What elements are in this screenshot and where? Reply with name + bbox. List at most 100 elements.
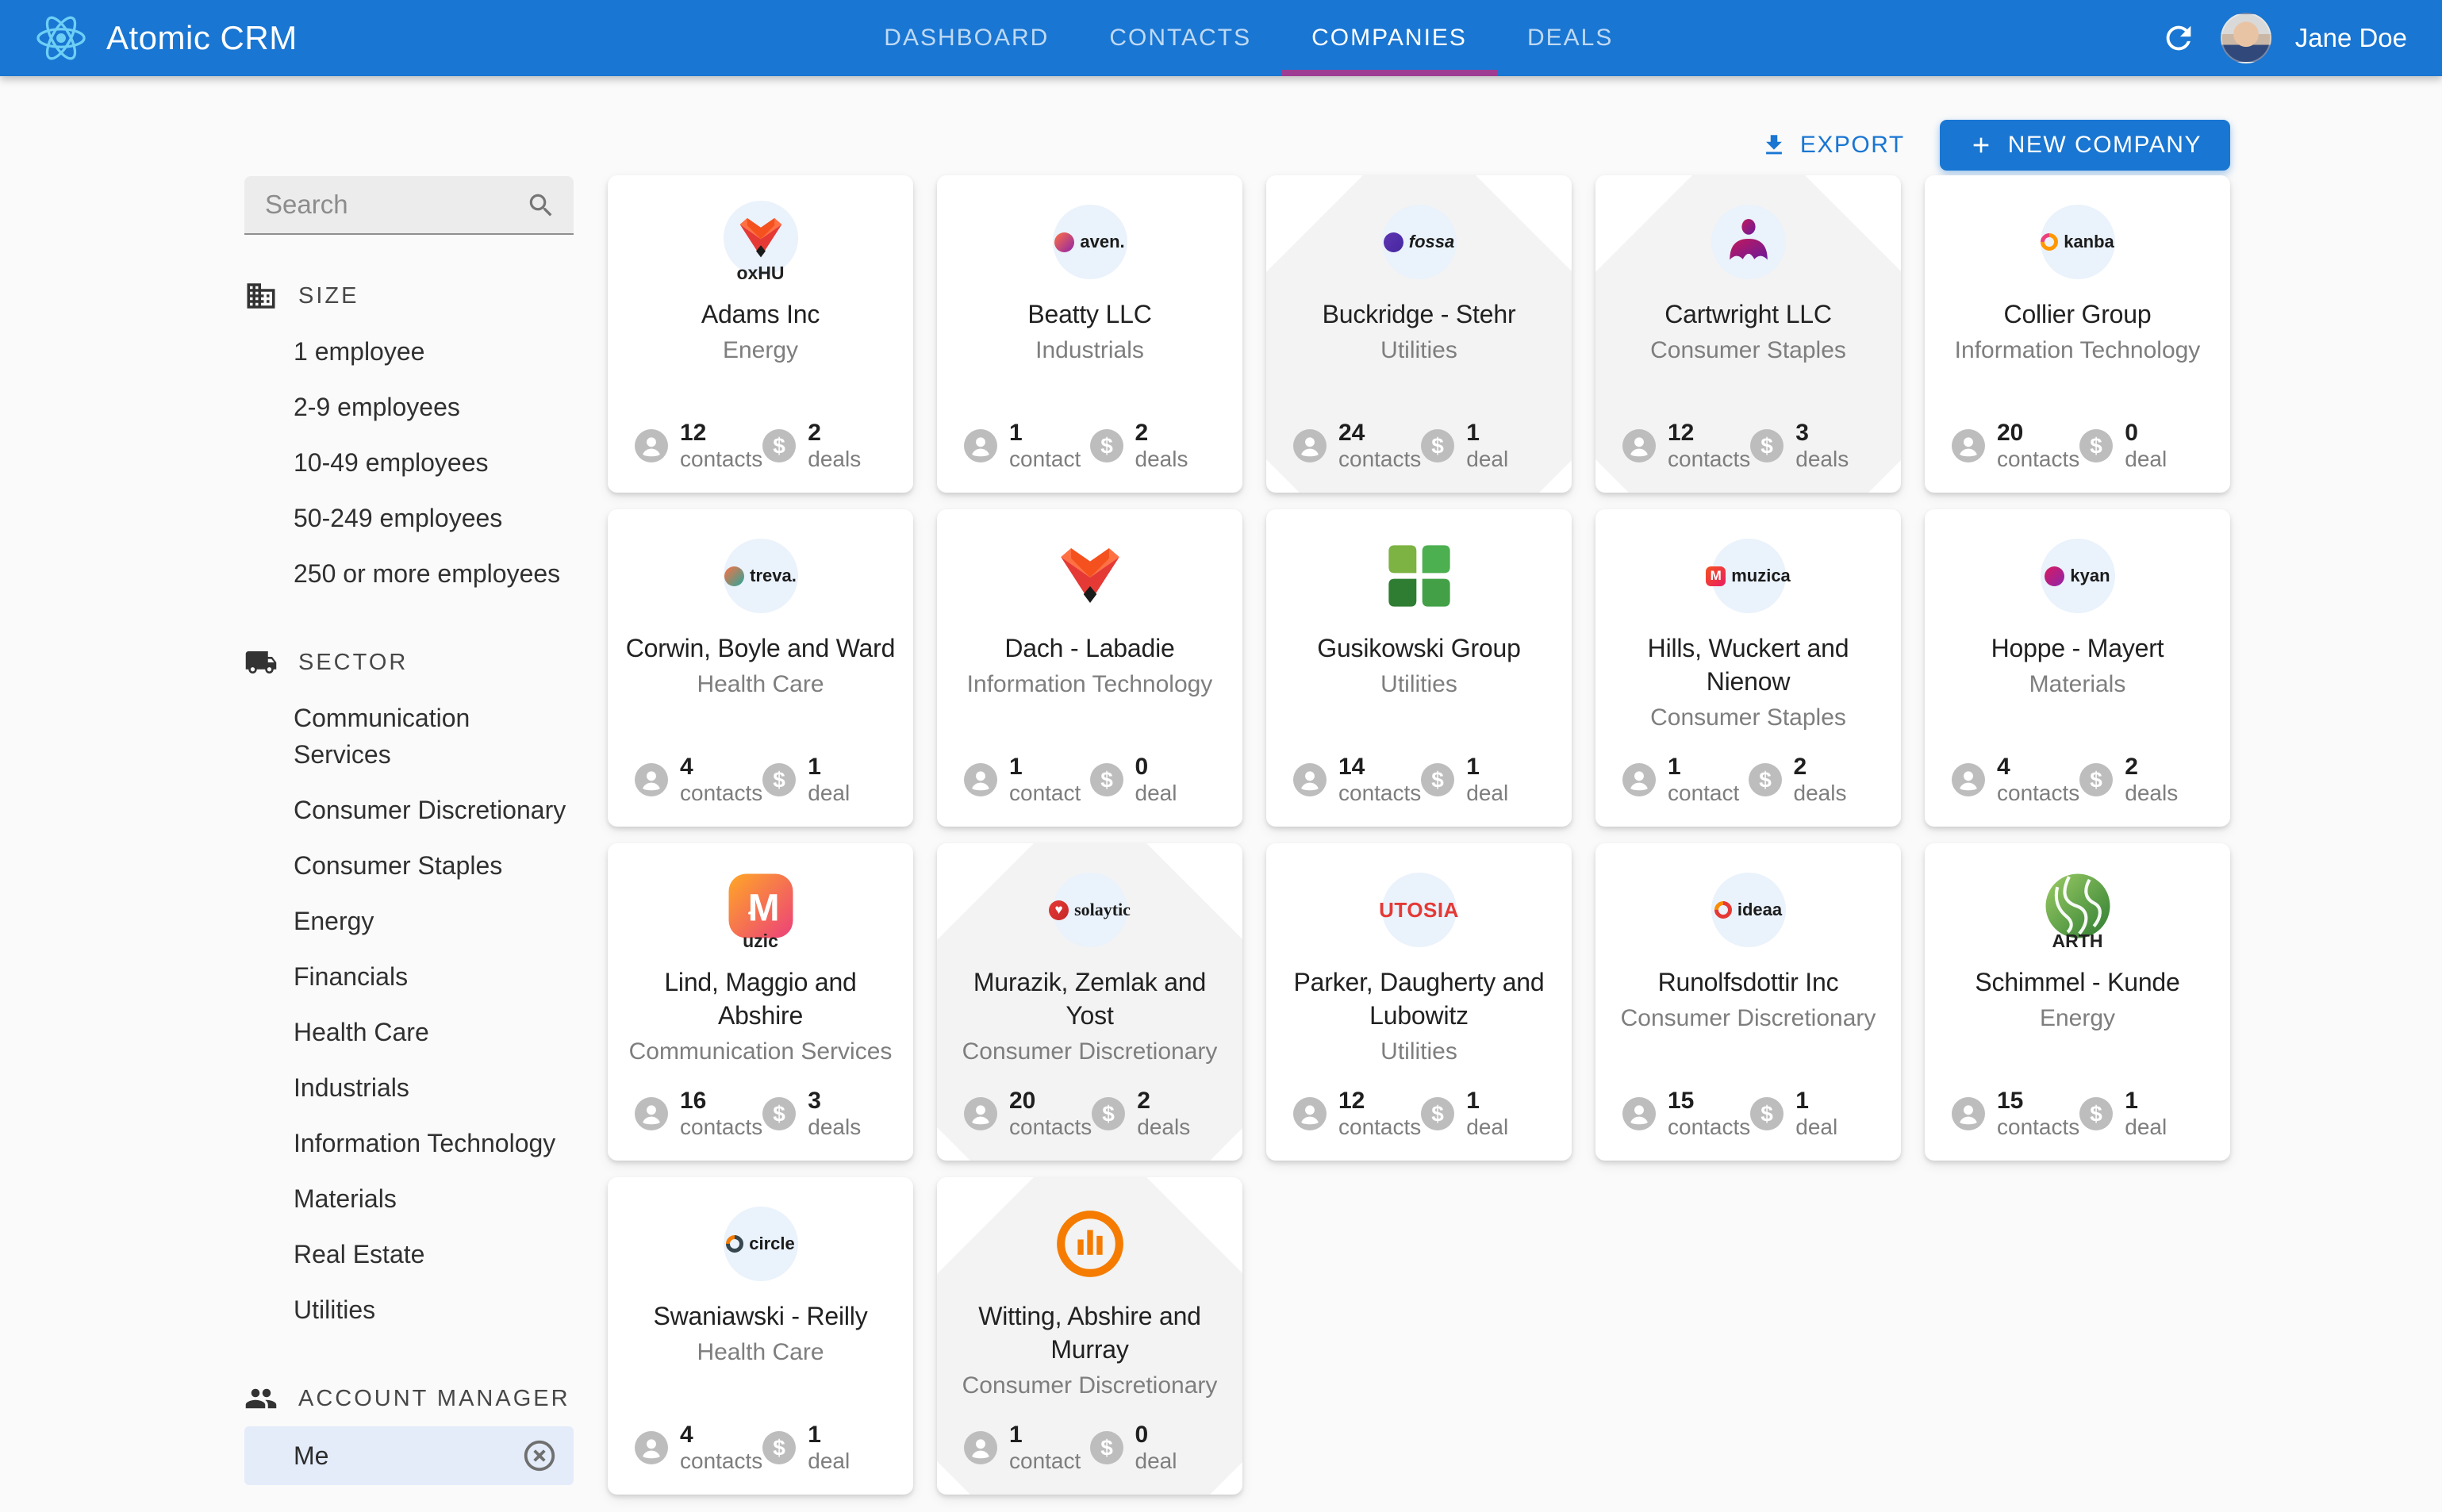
contacts-count: 12 <box>680 420 707 446</box>
contacts-label: contact <box>1009 1449 1081 1473</box>
filter-section-header: SECTOR <box>244 646 574 679</box>
svg-text:$: $ <box>1760 1102 1773 1126</box>
company-grid: oxHU Adams Inc Energy 12 contacts $ 2 de… <box>608 175 2230 1495</box>
contacts-count: 20 <box>1997 420 2024 446</box>
tab-companies[interactable]: COMPANIES <box>1281 0 1497 76</box>
company-card-murazik-zemlak-and-yost[interactable]: ♥ solaytic Murazik, Zemlak and Yost Consu… <box>937 843 1242 1161</box>
contacts-label: contact <box>1009 447 1081 471</box>
company-logo <box>1711 196 1786 288</box>
filter-item-utilities[interactable]: Utilities <box>294 1295 376 1324</box>
export-button[interactable]: EXPORT <box>1760 132 1905 159</box>
filter-item-50-249-employees[interactable]: 50-249 employees <box>294 504 503 532</box>
company-card-corwin-boyle-and-ward[interactable]: treva. Corwin, Boyle and Ward Health Car… <box>608 509 913 827</box>
filter-item-1-employee[interactable]: 1 employee <box>294 337 425 366</box>
filter-item-industrials[interactable]: Industrials <box>294 1073 409 1102</box>
deals-label: deal <box>1135 781 1177 805</box>
company-card-hoppe-mayert[interactable]: kyan Hoppe - Mayert Materials 4 contacts… <box>1925 509 2230 827</box>
contacts-stat: 4 contacts <box>1952 754 2079 806</box>
filter-item-energy[interactable]: Energy <box>294 907 374 935</box>
company-logo: aven. <box>1052 196 1127 288</box>
deals-label: deals <box>808 447 862 471</box>
deals-count: 0 <box>1135 754 1149 780</box>
logo-dot-icon <box>724 566 745 586</box>
filter-section-sector: SECTOR Communication Services Consumer Di… <box>244 646 574 1337</box>
contacts-label: contacts <box>680 781 763 805</box>
person-icon <box>1622 429 1656 462</box>
company-sector: Information Technology <box>966 671 1213 697</box>
company-name: Witting, Abshire and Murray <box>978 1302 1201 1364</box>
svg-text:$: $ <box>1759 768 1772 792</box>
company-stats: 1 contact $ 2 deals <box>1595 754 1901 806</box>
avatar[interactable] <box>2220 13 2271 63</box>
person-icon <box>964 1431 997 1464</box>
svg-text:M: M <box>747 887 779 929</box>
company-card-beatty-llc[interactable]: aven. Beatty LLC Industrials 1 contact $… <box>937 175 1242 493</box>
company-card-runolfsdottir-inc[interactable]: ideaa Runolfsdottir Inc Consumer Discret… <box>1595 843 1901 1161</box>
company-sector: Materials <box>2029 671 2126 697</box>
filter-item-materials[interactable]: Materials <box>294 1184 397 1213</box>
company-card-dach-labadie[interactable]: Dach - Labadie Information Technology 1 … <box>937 509 1242 827</box>
filter-item-2-9-employees[interactable]: 2-9 employees <box>294 393 460 421</box>
filter-section-header: ACCOUNT MANAGER <box>244 1382 574 1415</box>
company-logo-subtext: uzic <box>743 930 778 951</box>
company-card-collier-group[interactable]: kanba Collier Group Information Technolo… <box>1925 175 2230 493</box>
company-card-adams-inc[interactable]: oxHU Adams Inc Energy 12 contacts $ 2 de… <box>608 175 913 493</box>
deals-stat: $ 1 deal <box>1421 420 1545 472</box>
company-stats: 15 contacts $ 1 deal <box>1925 1088 2230 1140</box>
filter-sidebar: SIZE 1 employee 2-9 employees 10-49 employ… <box>244 176 574 1495</box>
dollar-icon: $ <box>1089 763 1123 796</box>
dollar-icon: $ <box>762 1097 797 1130</box>
company-card-gusikowski-group[interactable]: Gusikowski Group Utilities 14 contacts $… <box>1266 509 1572 827</box>
filter-item-information-technology[interactable]: Information Technology <box>294 1129 556 1157</box>
person-logo-icon <box>1722 216 1775 268</box>
filter-item-10-49-employees[interactable]: 10-49 employees <box>294 448 489 477</box>
company-name: Buckridge - Stehr <box>1322 300 1516 328</box>
company-card-schimmel-kunde[interactable]: ARTH Schimmel - Kunde Energy 15 contacts… <box>1925 843 2230 1161</box>
logo-wordmark: muzica <box>1731 566 1791 585</box>
refresh-icon[interactable] <box>2160 20 2197 56</box>
selected-filter-me[interactable]: Me <box>244 1426 574 1485</box>
company-card-parker-daugherty-and-lubowitz[interactable]: UTOSIA Parker, Daugherty and Lubowitz Ut… <box>1266 843 1572 1161</box>
contacts-label: contacts <box>1009 1115 1092 1139</box>
dollar-icon: $ <box>1089 429 1123 462</box>
fox-logo-icon <box>735 212 787 264</box>
filter-item-financials[interactable]: Financials <box>294 962 409 991</box>
company-card-swaniawski-reilly[interactable]: circle Swaniawski - Reilly Health Care 4… <box>608 1177 913 1495</box>
contacts-label: contacts <box>680 447 763 471</box>
company-logo: ♥ solaytic <box>1049 864 1131 956</box>
contacts-label: contact <box>1668 781 1740 805</box>
search-icon <box>526 190 556 221</box>
brand: Atomic CRM <box>35 14 298 62</box>
filter-item-health-care[interactable]: Health Care <box>294 1018 429 1046</box>
filter-section-title: SIZE <box>298 282 359 309</box>
fox-logo-icon <box>1054 539 1127 612</box>
tab-deals[interactable]: DEALS <box>1526 25 1614 51</box>
company-card-cartwright-llc[interactable]: Cartwright LLC Consumer Staples 12 conta… <box>1595 175 1901 493</box>
new-company-button[interactable]: NEW COMPANY <box>1939 120 2230 171</box>
filter-section-title: SECTOR <box>298 649 409 675</box>
deals-stat: $ 2 deals <box>1089 420 1216 472</box>
logo-wordmark: circle <box>749 1234 795 1253</box>
filter-item-consumer-discretionary[interactable]: Consumer Discretionary <box>294 796 566 824</box>
company-name: Runolfsdottir Inc <box>1657 968 1839 996</box>
clear-filter-icon[interactable] <box>521 1437 558 1474</box>
deals-count: 2 <box>2125 754 2138 780</box>
deals-label: deals <box>1795 447 1849 471</box>
contacts-count: 4 <box>680 1422 693 1448</box>
filter-item-250-or-more-employees[interactable]: 250 or more employees <box>294 559 561 588</box>
deals-count: 1 <box>2125 1088 2138 1114</box>
company-card-buckridge-stehr[interactable]: fossa Buckridge - Stehr Utilities 24 con… <box>1266 175 1572 493</box>
filter-item-consumer-staples[interactable]: Consumer Staples <box>294 851 503 880</box>
filter-item-real-estate[interactable]: Real Estate <box>294 1240 425 1268</box>
company-card-lind-maggio-and-abshire[interactable]: M ♪ uzic Lind, Maggio and Abshire Communi… <box>608 843 913 1161</box>
person-icon <box>964 763 997 796</box>
tab-contacts[interactable]: CONTACTS <box>1109 25 1252 51</box>
company-card-witting-abshire-and-murray[interactable]: Witting, Abshire and Murray Consumer Dis… <box>937 1177 1242 1495</box>
filter-item-communication-services[interactable]: Communication Services <box>294 704 470 769</box>
contacts-count: 1 <box>1668 754 1681 780</box>
tab-dashboard[interactable]: DASHBOARD <box>884 25 1050 51</box>
search-input[interactable] <box>244 176 574 233</box>
contacts-stat: 14 contacts <box>1293 754 1421 806</box>
logo-wordmark: kanba <box>2064 232 2114 251</box>
